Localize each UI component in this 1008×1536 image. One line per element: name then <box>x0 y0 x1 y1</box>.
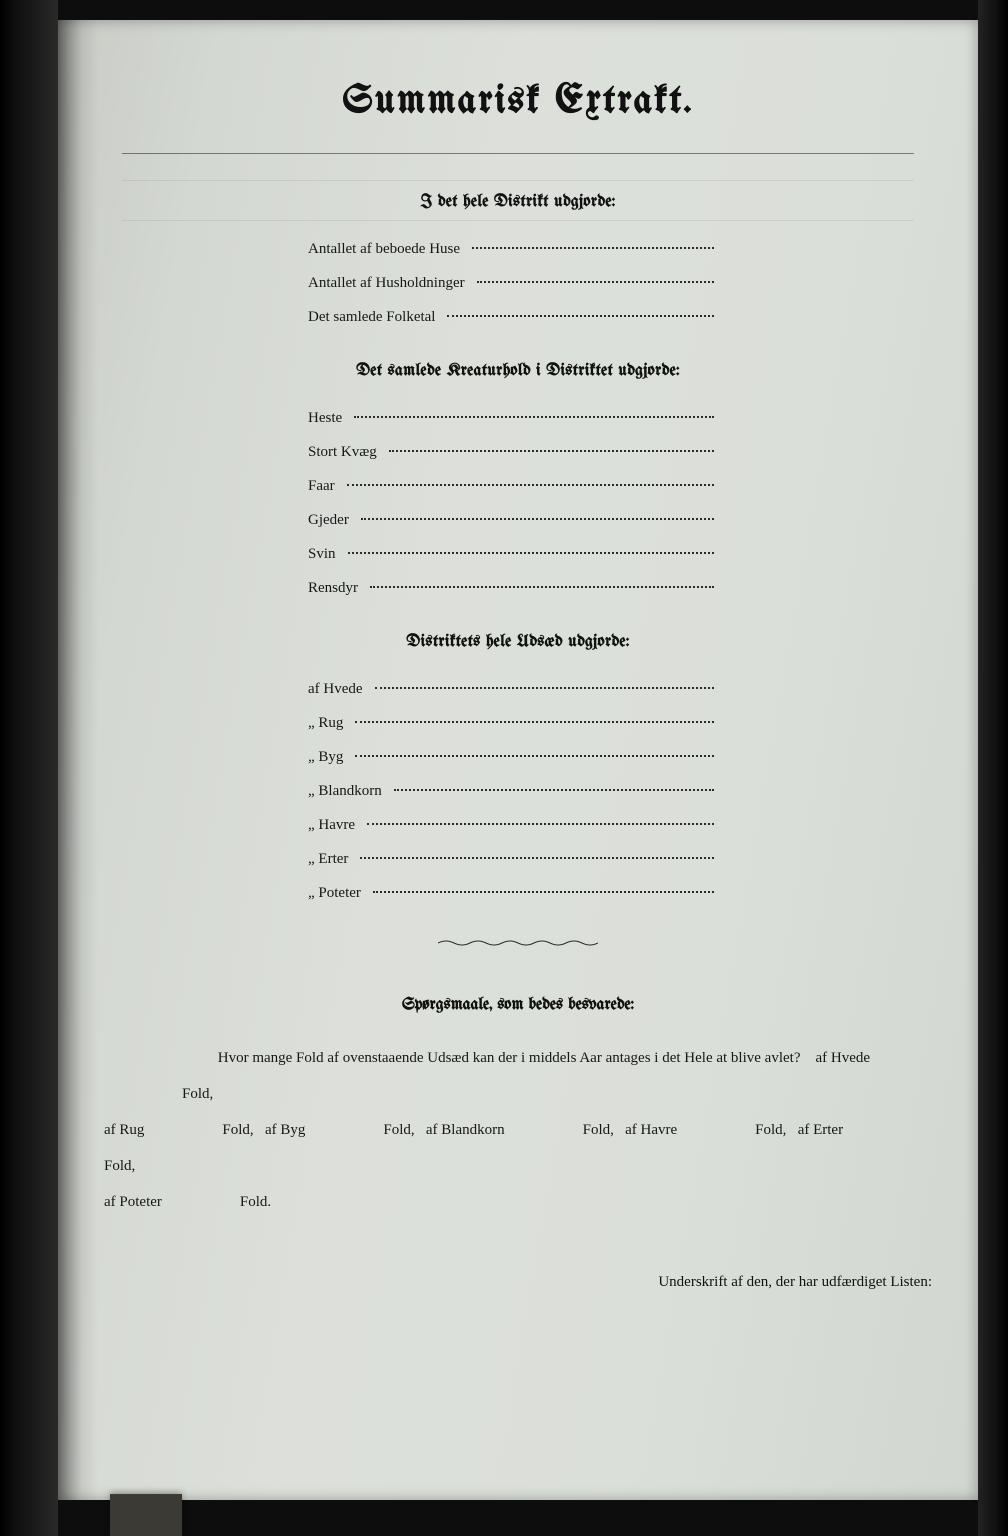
list-item: Svin <box>308 542 728 566</box>
list-item: Heste <box>308 406 728 430</box>
fold-unit: Fold, <box>104 1158 135 1174</box>
section-heading-2: Det samlede Kreaturhold i Distriktet udg… <box>58 363 978 380</box>
row-label: Gjeder <box>308 508 357 532</box>
dot-leader <box>472 247 714 249</box>
crop-label: af Rug <box>104 1122 144 1138</box>
title-rule <box>122 153 913 154</box>
list-item: „ Rug <box>308 711 728 735</box>
dot-leader <box>355 755 714 757</box>
row-label: „ Byg <box>308 745 351 769</box>
left-scan-margin <box>0 0 58 1536</box>
dot-leader <box>354 416 714 418</box>
row-label: Rensdyr <box>308 576 366 600</box>
fold-unit: Fold, <box>583 1122 614 1138</box>
section-1-list: Antallet af beboede Huse Antallet af Hus… <box>308 237 728 329</box>
list-item: Det samlede Folketal <box>308 305 728 329</box>
dot-leader <box>373 891 714 893</box>
section-2-list: Heste Stort Kvæg Faar Gjeder Svin Rensdy… <box>308 406 728 600</box>
section-heading-1: I det hele Distrikt udgjorde: <box>58 194 978 211</box>
row-label: „ Havre <box>308 813 363 837</box>
dot-leader <box>477 281 714 283</box>
list-item: „ Erter <box>308 847 728 871</box>
row-label: „ Rug <box>308 711 351 735</box>
list-item: Faar <box>308 474 728 498</box>
row-label: af Hvede <box>308 677 371 701</box>
dot-leader <box>355 721 714 723</box>
row-label: Svin <box>308 542 344 566</box>
row-label: Det samlede Folketal <box>308 305 443 329</box>
list-item: „ Byg <box>308 745 728 769</box>
list-item: Rensdyr <box>308 576 728 600</box>
questions-intro: Hvor mange Fold af ovenstaaende Udsæd ka… <box>218 1050 801 1066</box>
list-item: Antallet af Husholdninger <box>308 271 728 295</box>
fold-unit: Fold, <box>755 1122 786 1138</box>
dot-leader <box>375 687 714 689</box>
dot-leader <box>447 315 714 317</box>
dot-leader <box>361 518 714 520</box>
crop-label: af Hvede <box>816 1050 871 1066</box>
crop-label: af Havre <box>625 1122 677 1138</box>
list-item: af Hvede <box>308 677 728 701</box>
fold-unit: Fold. <box>240 1194 271 1210</box>
signature-label: Underskrift af den, der har udfærdiget L… <box>104 1274 932 1291</box>
crop-label: af Byg <box>265 1122 305 1138</box>
crop-label: af Poteter <box>104 1194 162 1210</box>
list-item: „ Havre <box>308 813 728 837</box>
section-heading-3: Distriktets hele Udsæd udgjorde: <box>58 634 978 651</box>
questions-heading: Spørgsmaale, som bedes besvarede: <box>58 997 978 1014</box>
fold-unit: Fold, <box>222 1122 253 1138</box>
fold-unit: Fold, <box>383 1122 414 1138</box>
dot-leader <box>370 586 714 588</box>
questions-paragraph: Hvor mange Fold af ovenstaaende Udsæd ka… <box>104 1040 932 1220</box>
crop-label: af Erter <box>798 1122 843 1138</box>
row-label: „ Blandkorn <box>308 779 390 803</box>
page-title: Summarisk Extrakt. <box>58 82 978 123</box>
row-label: Antallet af beboede Huse <box>308 237 468 261</box>
list-item: „ Blandkorn <box>308 779 728 803</box>
list-item: „ Poteter <box>308 881 728 905</box>
faint-rule <box>122 220 913 221</box>
section-3-list: af Hvede „ Rug „ Byg „ Blandkorn „ Havre… <box>308 677 728 905</box>
list-item: Gjeder <box>308 508 728 532</box>
dot-leader <box>389 450 714 452</box>
wavy-divider-icon <box>438 939 598 947</box>
list-item: Antallet af beboede Huse <box>308 237 728 261</box>
dot-leader <box>360 857 714 859</box>
dot-leader <box>394 789 714 791</box>
faint-rule <box>122 180 913 181</box>
dot-leader <box>348 552 714 554</box>
crop-label: af Blandkorn <box>426 1122 505 1138</box>
row-label: Heste <box>308 406 350 430</box>
scan-frame: Summarisk Extrakt. I det hele Distrikt u… <box>0 0 1008 1536</box>
dot-leader <box>367 823 714 825</box>
dot-leader <box>347 484 714 486</box>
binding-shadow <box>58 20 98 1500</box>
archive-tab <box>110 1494 182 1536</box>
row-label: Stort Kvæg <box>308 440 385 464</box>
list-item: Stort Kvæg <box>308 440 728 464</box>
row-label: „ Poteter <box>308 881 369 905</box>
row-label: Faar <box>308 474 343 498</box>
right-scan-margin <box>978 0 1008 1536</box>
row-label: Antallet af Husholdninger <box>308 271 473 295</box>
row-label: „ Erter <box>308 847 356 871</box>
document-page: Summarisk Extrakt. I det hele Distrikt u… <box>58 20 978 1500</box>
fold-unit: Fold, <box>182 1086 213 1102</box>
